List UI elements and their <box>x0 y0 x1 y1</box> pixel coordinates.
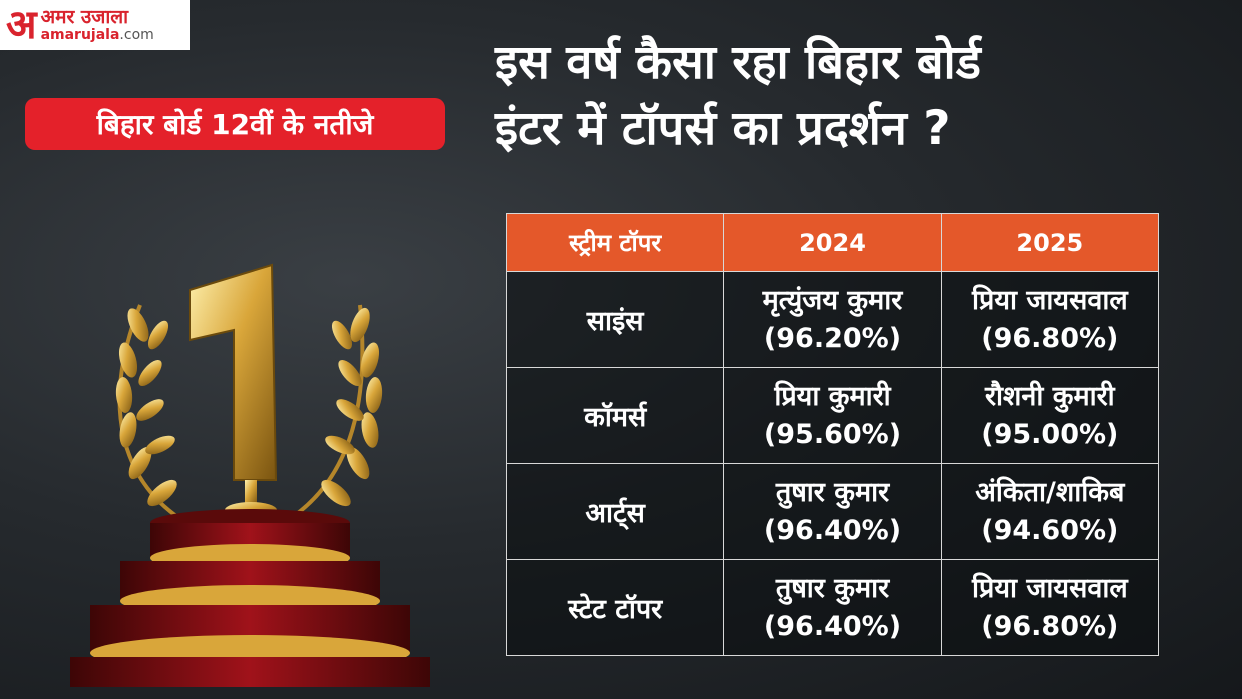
topper-2024-cell: प्रिया कुमारी (95.60%) <box>723 367 942 464</box>
table-row: स्टेट टॉपर तुषार कुमार (96.40%) प्रिया जा… <box>505 559 1160 656</box>
header-2025: 2025 <box>940 213 1160 272</box>
table-row: कॉमर्स प्रिया कुमारी (95.60%) रौशनी कुमार… <box>505 367 1160 464</box>
topper-percent: (94.60%) <box>981 514 1119 546</box>
table-row: आर्ट्स तुषार कुमार (96.40%) अंकिता/शाकिब (… <box>505 463 1160 560</box>
topper-2024-cell: तुषार कुमार (96.40%) <box>723 463 942 560</box>
trophy-illustration <box>70 263 430 687</box>
topper-percent: (96.80%) <box>981 322 1119 354</box>
stream-cell: स्टेट टॉपर <box>505 559 725 656</box>
stream-cell: आर्ट्स <box>505 463 725 560</box>
topper-name: प्रिया जायसवाल <box>971 284 1128 316</box>
stream-cell: साइंस <box>505 271 725 368</box>
topper-name: तुषार कुमार <box>775 572 890 604</box>
logo-url: amarujala.com <box>40 26 154 43</box>
headline-line-2: इंटर में टॉपर्स का प्रदर्शन ? <box>495 101 951 156</box>
pedestal-icon <box>70 509 430 687</box>
table-header-row: स्ट्रीम टॉपर 2024 2025 <box>505 213 1160 272</box>
stream-cell: कॉमर्स <box>505 367 725 464</box>
topper-percent: (96.80%) <box>981 610 1119 642</box>
topper-name: प्रिया जायसवाल <box>971 572 1128 604</box>
topper-name: अंकिता/शाकिब <box>975 476 1125 508</box>
topper-percent: (96.20%) <box>763 322 902 354</box>
topper-percent: (96.40%) <box>763 514 902 546</box>
table-row: साइंस मृत्युंजय कुमार (96.20%) प्रिया जाय… <box>505 271 1160 368</box>
header-2024: 2024 <box>723 213 942 272</box>
amarujala-logo[interactable]: अ अमर उजाला amarujala.com <box>0 0 190 50</box>
headline-line-1: इस वर्ष कैसा रहा बिहार बोर्ड <box>495 35 981 90</box>
topper-2025-cell: अंकिता/शाकिब (94.60%) <box>940 463 1160 560</box>
laurel-left-icon <box>115 304 191 527</box>
logo-url-main: amarujala <box>40 26 120 43</box>
logo-text: अमर उजाला amarujala.com <box>40 5 154 43</box>
topper-name: तुषार कुमार <box>775 476 890 508</box>
topper-2025-cell: प्रिया जायसवाल (96.80%) <box>940 271 1160 368</box>
laurel-right-icon <box>279 304 383 527</box>
topper-2025-cell: प्रिया जायसवाल (96.80%) <box>940 559 1160 656</box>
topper-2025-cell: रौशनी कुमारी (95.00%) <box>940 367 1160 464</box>
logo-url-tld: .com <box>119 26 154 43</box>
topper-percent: (95.00%) <box>981 418 1119 450</box>
logo-hindi-name: अमर उजाला <box>40 5 129 28</box>
page-headline: इस वर्ष कैसा रहा बिहार बोर्ड इंटर में टॉ… <box>495 30 1235 162</box>
topper-2024-cell: तुषार कुमार (96.40%) <box>723 559 942 656</box>
number-one-icon <box>189 263 278 481</box>
topper-name: प्रिया कुमारी <box>774 380 891 412</box>
topper-name: मृत्युंजय कुमार <box>762 284 903 316</box>
topper-percent: (95.60%) <box>763 418 902 450</box>
results-badge: बिहार बोर्ड 12वीं के नतीजे <box>25 98 445 150</box>
topper-percent: (96.40%) <box>763 610 902 642</box>
logo-mark: अ <box>6 1 37 48</box>
topper-2024-cell: मृत्युंजय कुमार (96.20%) <box>723 271 942 368</box>
topper-name: रौशनी कुमारी <box>984 380 1115 412</box>
header-stream: स्ट्रीम टॉपर <box>505 213 725 272</box>
toppers-table: स्ट्रीम टॉपर 2024 2025 साइंस मृत्युंजय क… <box>505 213 1160 656</box>
